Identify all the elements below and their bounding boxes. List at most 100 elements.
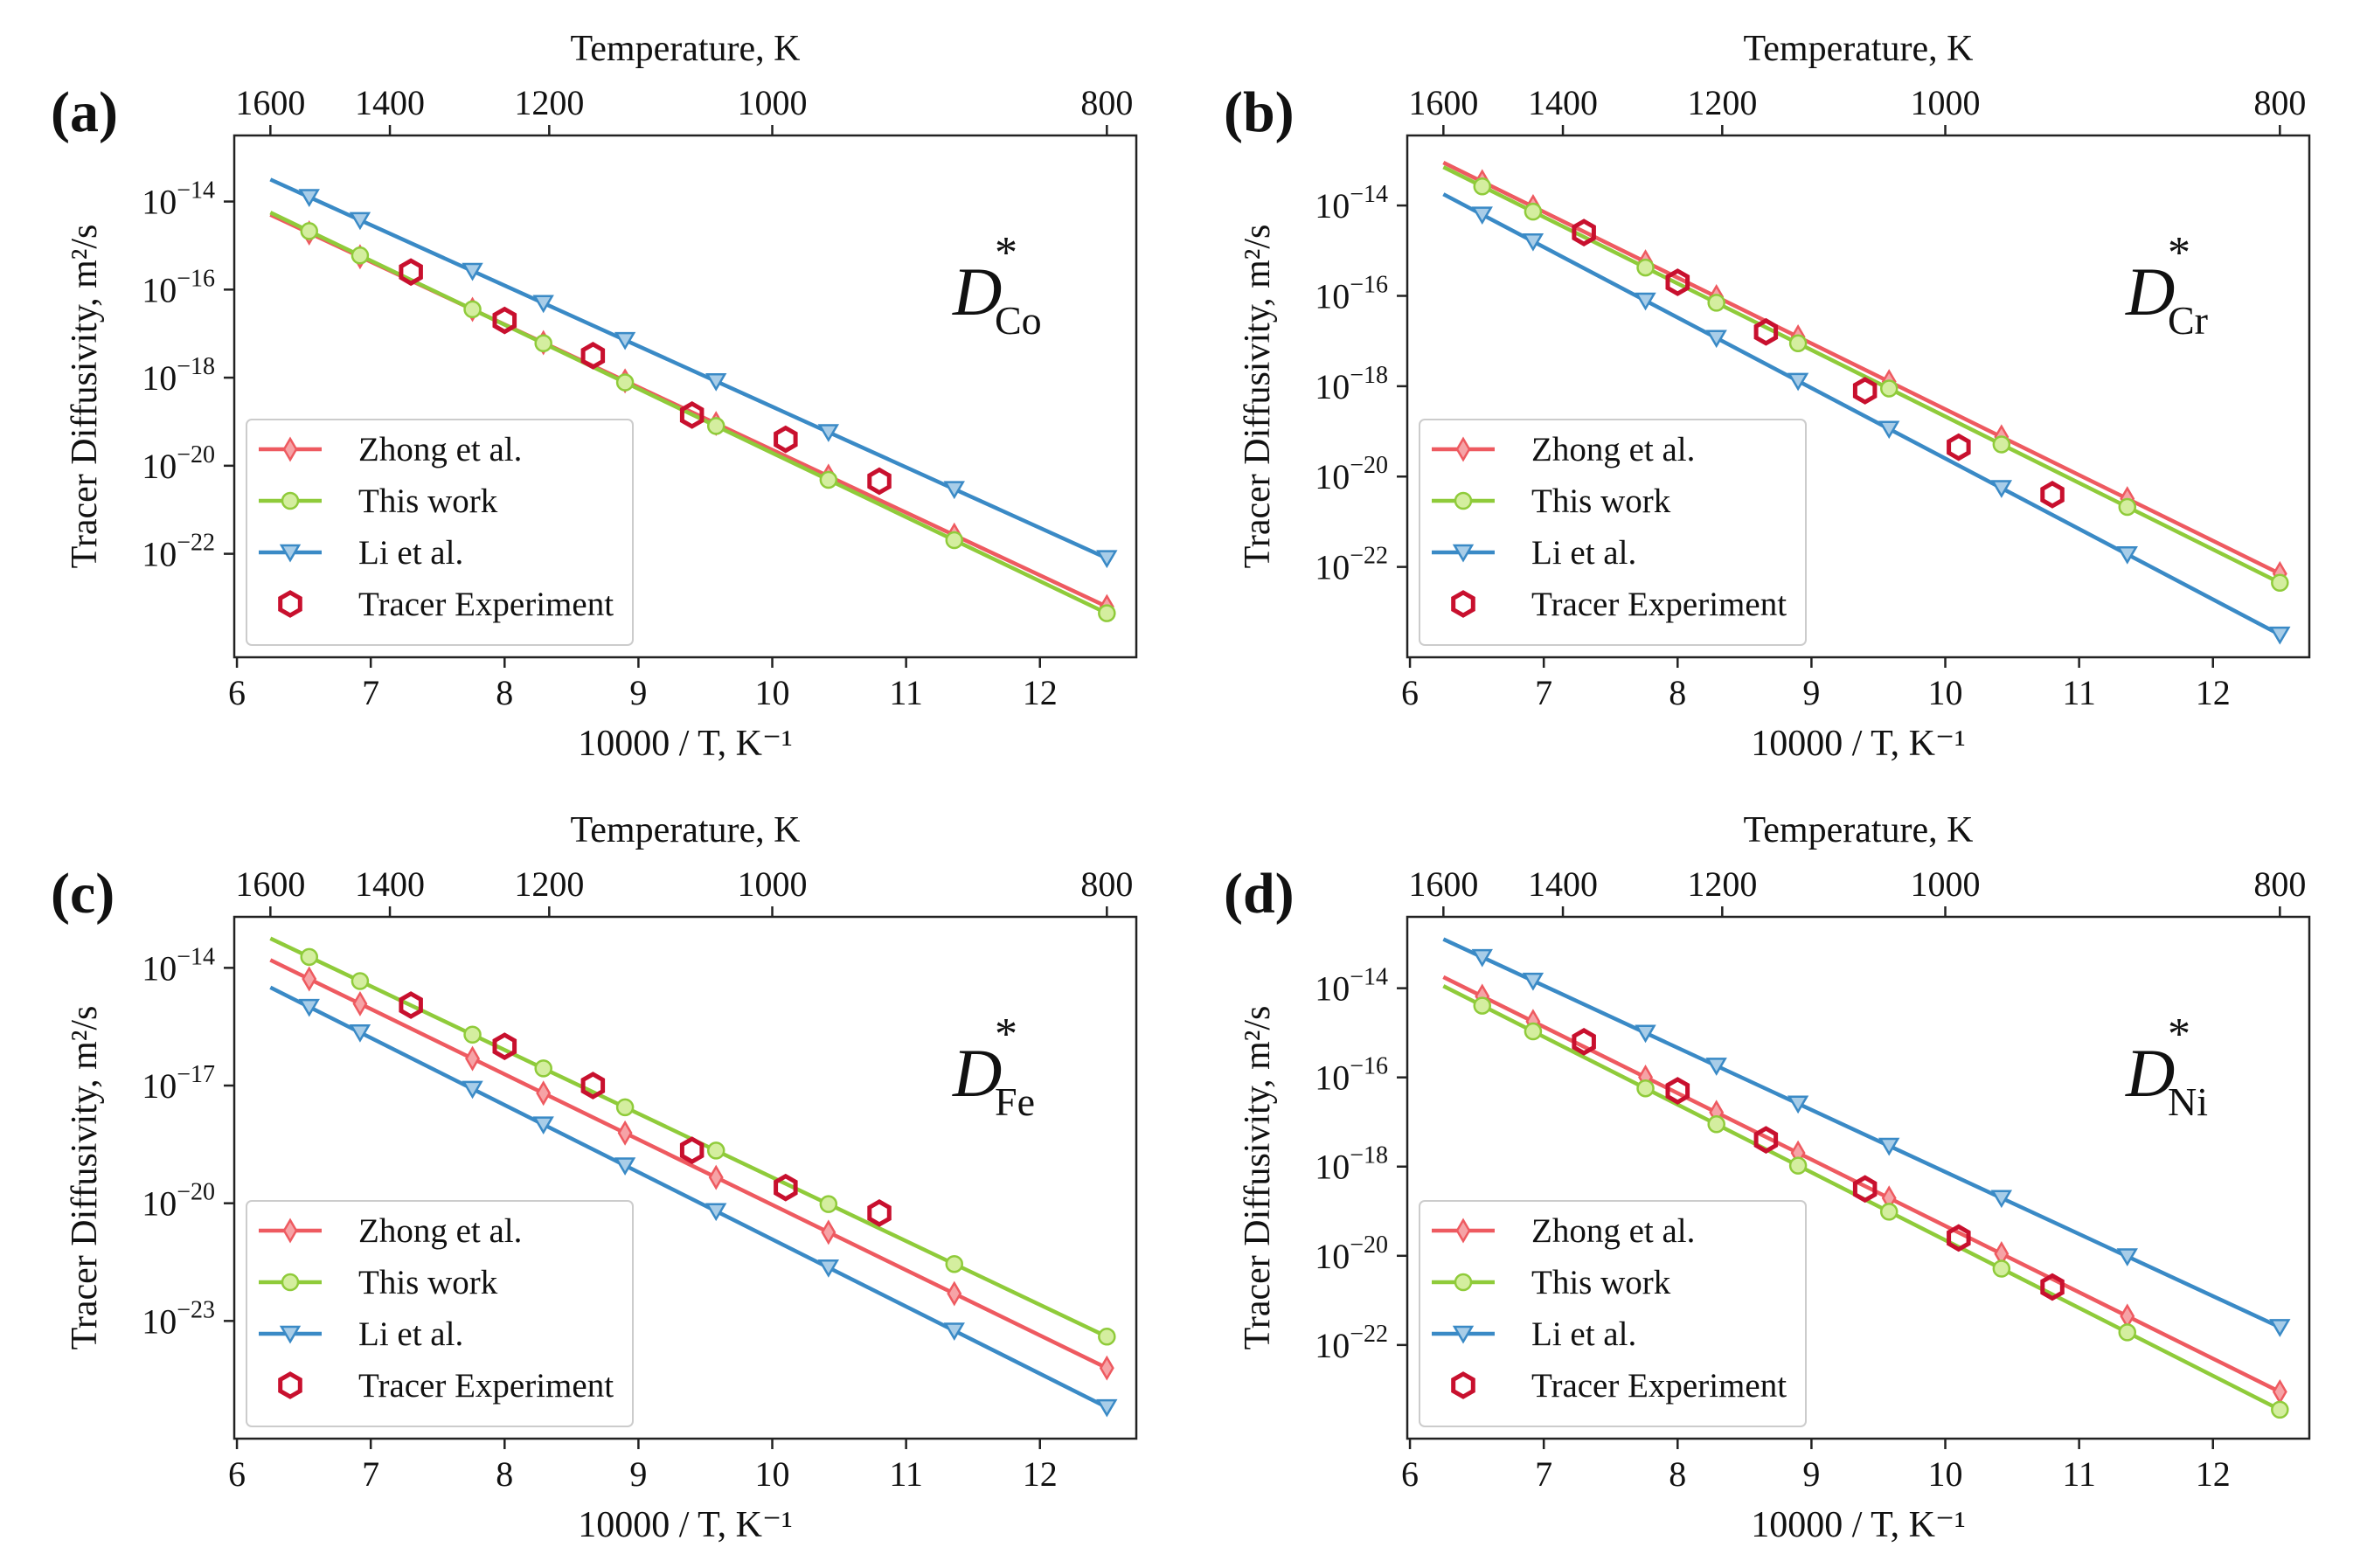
legend-marker: [279, 544, 302, 563]
top-tick-label: 1200: [514, 83, 584, 122]
legend-marker: [281, 491, 300, 510]
series-point: [1707, 1115, 1725, 1134]
series-line: [1442, 937, 2281, 1329]
series-point: [465, 1045, 480, 1072]
top-tick-label: 800: [1080, 83, 1133, 122]
x-tick-label: 10: [1928, 1454, 1963, 1494]
legend-label: Zhong et al.: [1531, 431, 1695, 468]
series-layer: [1442, 937, 2291, 1419]
x-tick-label: 6: [1401, 1454, 1419, 1494]
tracer-point: [492, 1032, 517, 1060]
series-point: [1787, 1095, 1809, 1114]
legend-entry: This work: [1432, 1264, 1671, 1301]
series-point: [706, 1141, 725, 1160]
series-point: [943, 1322, 965, 1341]
legend-marker: [279, 1325, 302, 1344]
top-tick-label: 1200: [514, 864, 584, 904]
legend-marker: [1451, 590, 1475, 618]
x-tick-label: 7: [1535, 673, 1552, 712]
series-point: [298, 189, 320, 207]
chart-panel-a: (a) 6 7 8 9 10 11 12 10000 / T, K⁻¹ 1600 1400 1200 1…: [51, 29, 1138, 764]
series-point: [817, 1259, 840, 1278]
chart-panel-b: (b) 6 7 8 9 10 11 12 10000 / T, K⁻¹ 1600 1400 1200 1…: [1224, 29, 2311, 764]
series-point: [2269, 626, 2291, 645]
series-point: [1524, 202, 1543, 221]
y-tick-label: 10−22: [142, 530, 215, 574]
top-axis-title: Temperature, K: [571, 29, 801, 69]
x-tick-label: 11: [2062, 673, 2096, 712]
series-point: [1878, 1137, 1900, 1156]
y-tick-label: 10−20: [142, 441, 215, 486]
legend-entry: Zhong et al.: [1432, 1212, 1695, 1250]
legend-entry: Tracer Experiment: [1451, 1367, 1787, 1405]
legend-label: Tracer Experiment: [358, 1367, 614, 1405]
y-tick-label: 10−16: [1315, 1053, 1388, 1098]
series-point: [1522, 232, 1544, 252]
series-point: [463, 1025, 482, 1044]
species-subscript: Cr: [2168, 298, 2208, 343]
series-line: [269, 958, 1108, 1370]
y-tick-label: 10−17: [142, 1061, 215, 1106]
series-point: [462, 262, 483, 281]
x-tick-label: 12: [1023, 1454, 1058, 1494]
tracer-point: [774, 1173, 798, 1202]
series-layer: [269, 936, 1118, 1418]
series-point: [1707, 294, 1725, 312]
y-tick-label: 10−14: [142, 177, 215, 222]
top-axis-title: Temperature, K: [1744, 810, 1974, 850]
legend-label: Li et al.: [358, 1315, 463, 1353]
top-tick-label: 800: [2253, 83, 2306, 122]
y-tick-label: 10−22: [1315, 1321, 1388, 1365]
series-point: [1096, 550, 1118, 569]
legend-marker: [1455, 1218, 1471, 1244]
x-tick-label: 11: [2062, 1454, 2096, 1494]
top-tick-label: 1000: [738, 83, 808, 122]
legend-label: This work: [358, 482, 498, 520]
top-tick-label: 1600: [1408, 864, 1478, 904]
tracer-point: [679, 1136, 705, 1164]
series-point: [943, 481, 965, 500]
series-point: [706, 417, 725, 435]
species-subscript: Co: [995, 298, 1042, 343]
series-point: [1990, 480, 2013, 498]
legend-marker: [1454, 491, 1473, 510]
species-symbol: D: [2125, 253, 2175, 330]
series-line: [269, 211, 1108, 615]
series-point: [1705, 330, 1727, 349]
species-symbol: D: [2125, 1035, 2175, 1111]
series-point: [945, 531, 964, 550]
series-point: [1788, 1156, 1808, 1175]
x-tick-label: 12: [2196, 1454, 2231, 1494]
x-tick-label: 6: [228, 1454, 246, 1494]
legend-entry: Li et al.: [259, 1315, 463, 1353]
legend-label: This work: [358, 1264, 498, 1301]
top-axis-title: Temperature, K: [1744, 29, 1974, 69]
legend-marker: [278, 590, 302, 618]
legend-entry: Zhong et al.: [259, 1212, 522, 1250]
y-tick-label: 10−14: [1315, 964, 1388, 1009]
tracer-point: [1852, 1175, 1878, 1204]
x-axis-title: 10000 / T, K⁻¹: [578, 724, 793, 764]
series-point: [1471, 206, 1493, 225]
x-tick-label: 10: [755, 673, 790, 712]
y-tick-label: 10−16: [1315, 271, 1388, 316]
series-point: [302, 966, 317, 992]
series-point: [615, 1098, 635, 1117]
series-point: [1524, 1022, 1543, 1041]
x-axis-title: 10000 / T, K⁻¹: [578, 1505, 793, 1545]
x-tick-label: 7: [362, 1454, 379, 1494]
y-tick-label: 10−16: [142, 265, 215, 309]
tracer-point: [2040, 1273, 2065, 1301]
series-point: [614, 1157, 636, 1176]
series-point: [534, 334, 552, 353]
legend-label: Tracer Experiment: [358, 586, 614, 623]
legend-marker: [1455, 436, 1471, 462]
top-tick-label: 1400: [355, 83, 425, 122]
series-point: [1990, 1190, 2013, 1209]
series-point: [821, 1219, 836, 1245]
top-axis-title: Temperature, K: [571, 810, 801, 850]
x-tick-label: 11: [889, 1454, 923, 1494]
legend-entry: Zhong et al.: [1432, 431, 1695, 468]
legend: Zhong et al. This work Li et al. Tracer Exp…: [246, 1200, 634, 1427]
legend-marker: [1451, 1371, 1475, 1399]
